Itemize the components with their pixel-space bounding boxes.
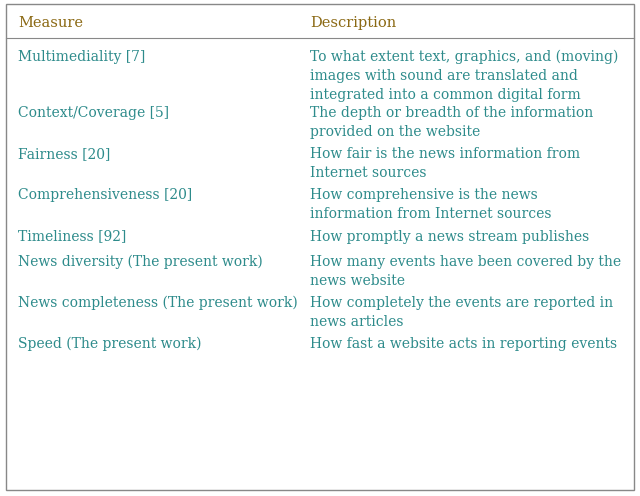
Text: Timeliness [92]: Timeliness [92] (18, 230, 126, 244)
Text: How promptly a news stream publishes: How promptly a news stream publishes (310, 230, 589, 244)
Text: Context/Coverage [5]: Context/Coverage [5] (18, 107, 169, 121)
Text: Speed (The present work): Speed (The present work) (18, 337, 202, 351)
Text: To what extent text, graphics, and (moving)
images with sound are translated and: To what extent text, graphics, and (movi… (310, 50, 618, 102)
Text: How fast a website acts in reporting events: How fast a website acts in reporting eve… (310, 337, 617, 351)
Text: News diversity (The present work): News diversity (The present work) (18, 255, 263, 269)
Text: How completely the events are reported in
news articles: How completely the events are reported i… (310, 296, 613, 329)
Text: Description: Description (310, 16, 396, 30)
Text: Multimediality [7]: Multimediality [7] (18, 50, 145, 64)
Text: The depth or breadth of the information
provided on the website: The depth or breadth of the information … (310, 107, 593, 139)
Text: News completeness (The present work): News completeness (The present work) (18, 296, 298, 310)
Text: How many events have been covered by the
news website: How many events have been covered by the… (310, 255, 621, 288)
Text: How fair is the news information from
Internet sources: How fair is the news information from In… (310, 147, 580, 181)
Text: Fairness [20]: Fairness [20] (18, 147, 110, 162)
Text: How comprehensive is the news
information from Internet sources: How comprehensive is the news informatio… (310, 188, 552, 221)
Text: Measure: Measure (18, 16, 83, 30)
Text: Comprehensiveness [20]: Comprehensiveness [20] (18, 188, 192, 202)
